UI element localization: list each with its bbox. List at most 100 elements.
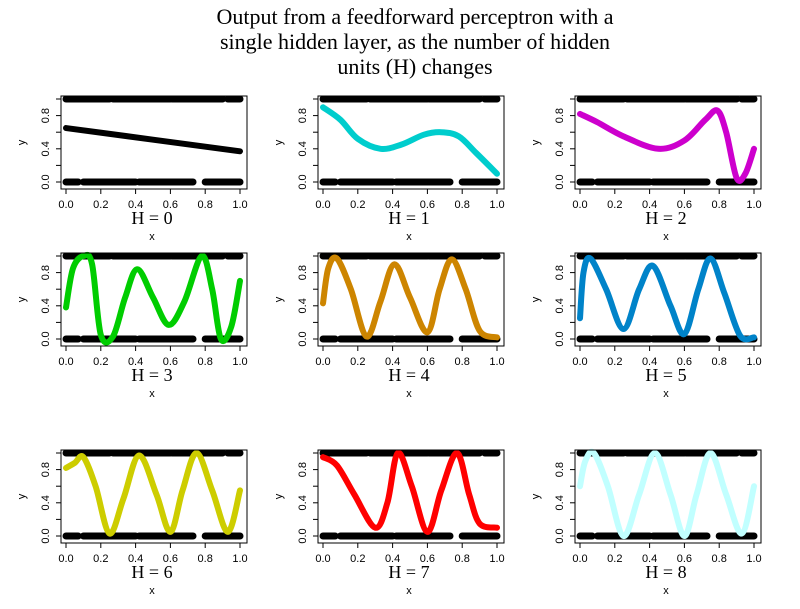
x-tick-label: 0.8 <box>198 356 213 368</box>
panel-h-3: 0.0 0.2 0.4 0.6 0.8 1.0 0.0 0.4 0.8 y H = 3 x <box>16 251 248 400</box>
x-tick-label: 1.0 <box>489 356 504 368</box>
x-tick-label: 0.8 <box>198 553 213 565</box>
panel-h-0: 0.0 0.2 0.4 0.6 0.8 1.0 0.0 0.4 0.8 y H = 0 x <box>16 95 248 243</box>
plot-frame <box>574 449 762 544</box>
y-tick-label: 0.8 <box>554 265 566 280</box>
x-tick-label: 1.0 <box>489 199 504 211</box>
panel-title: H = 1 <box>388 208 429 228</box>
network-output-curve <box>63 251 243 346</box>
x-tick-label: 0.4 <box>128 553 143 565</box>
panel-title: H = 0 <box>131 208 172 228</box>
x-tick-label: 0.0 <box>572 356 587 368</box>
x-tick-label: 0.4 <box>128 199 143 211</box>
y-tick-label: 0.4 <box>40 298 52 313</box>
x-axis-label: x <box>663 231 669 243</box>
x-tick-label: 0.2 <box>607 199 622 211</box>
x-tick-label: 0.4 <box>642 356 657 368</box>
y-tick-label: 0.0 <box>297 528 309 543</box>
x-tick-label: 0.2 <box>607 356 622 368</box>
network-output-curve <box>577 254 757 343</box>
x-tick-label: 1.0 <box>746 553 761 565</box>
panel-h-2: 0.0 0.2 0.4 0.6 0.8 1.0 0.0 0.4 0.8 y H = 2 x <box>530 95 762 243</box>
y-tick-label: 0.8 <box>554 108 566 123</box>
x-tick-label: 0.8 <box>198 199 213 211</box>
x-tick-label: 0.2 <box>607 553 622 565</box>
network-output-curve <box>320 449 500 535</box>
x-tick-label: 0.6 <box>163 356 178 368</box>
y-axis-label: y <box>530 139 542 145</box>
x-tick-label: 0.8 <box>712 356 727 368</box>
y-tick-label: 0.8 <box>554 462 566 477</box>
y-tick-label: 0.4 <box>554 141 566 156</box>
x-tick-label: 1.0 <box>489 553 504 565</box>
x-tick-label: 0.6 <box>677 553 692 565</box>
x-tick-label: 0.0 <box>58 199 73 211</box>
x-tick-label: 0.0 <box>572 553 587 565</box>
y-tick-label: 0.4 <box>297 141 309 156</box>
panel-h-7: 0.0 0.2 0.4 0.6 0.8 1.0 0.0 0.4 0.8 y H = 7 x <box>273 449 505 597</box>
y-tick-label: 0.4 <box>40 495 52 510</box>
y-tick-label: 0.8 <box>40 108 52 123</box>
y-axis-label: y <box>16 296 28 302</box>
x-tick-label: 1.0 <box>232 356 247 368</box>
x-tick-label: 0.0 <box>572 199 587 211</box>
x-tick-label: 0.4 <box>642 199 657 211</box>
y-tick-label: 0.0 <box>40 331 52 346</box>
y-tick-label: 0.4 <box>40 141 52 156</box>
x-axis-label: x <box>406 231 412 243</box>
x-tick-label: 0.0 <box>58 356 73 368</box>
panel-title: H = 3 <box>131 365 172 385</box>
y-tick-label: 0.8 <box>40 265 52 280</box>
chart-title: Output from a feedforward perceptron wit… <box>0 4 800 79</box>
chart-title-line: single hidden layer, as the number of hi… <box>219 29 611 54</box>
x-tick-label: 0.0 <box>315 199 330 211</box>
panel-title: H = 7 <box>388 562 429 582</box>
plot-frame <box>60 449 248 544</box>
x-tick-label: 0.4 <box>385 553 400 565</box>
x-tick-label: 0.6 <box>420 199 435 211</box>
x-axis-label: x <box>663 585 669 597</box>
x-tick-label: 0.4 <box>642 553 657 565</box>
panel-h-8: 0.0 0.2 0.4 0.6 0.8 1.0 0.0 0.4 0.8 y H = 8 x <box>530 448 762 597</box>
y-tick-label: 0.8 <box>297 265 309 280</box>
plot-frame <box>574 252 762 347</box>
x-tick-label: 0.2 <box>350 553 365 565</box>
y-tick-label: 0.8 <box>40 462 52 477</box>
x-tick-label: 0.8 <box>455 199 470 211</box>
x-tick-label: 0.0 <box>58 553 73 565</box>
x-tick-label: 1.0 <box>232 199 247 211</box>
x-tick-label: 0.8 <box>455 553 470 565</box>
y-axis-label: y <box>530 296 542 302</box>
network-output-curve <box>577 448 757 540</box>
x-tick-label: 0.4 <box>385 199 400 211</box>
y-axis-label: y <box>273 296 285 302</box>
y-tick-label: 0.0 <box>40 528 52 543</box>
network-output-curve <box>577 107 757 184</box>
x-tick-label: 0.8 <box>455 356 470 368</box>
panel-h-5: 0.0 0.2 0.4 0.6 0.8 1.0 0.0 0.4 0.8 y H = 5 x <box>530 252 762 400</box>
panel-title: H = 5 <box>645 365 686 385</box>
y-axis-label: y <box>16 139 28 145</box>
y-axis-label: y <box>530 493 542 499</box>
y-tick-label: 0.8 <box>297 462 309 477</box>
x-tick-label: 0.2 <box>350 199 365 211</box>
y-tick-label: 0.4 <box>297 298 309 313</box>
y-tick-label: 0.0 <box>554 174 566 189</box>
x-tick-label: 0.2 <box>93 199 108 211</box>
plot-frame <box>60 95 248 190</box>
x-tick-label: 1.0 <box>232 553 247 565</box>
x-axis-label: x <box>149 231 155 243</box>
plot-frame <box>317 95 505 190</box>
y-tick-label: 0.0 <box>297 174 309 189</box>
x-tick-label: 0.4 <box>385 356 400 368</box>
x-tick-label: 0.0 <box>315 356 330 368</box>
x-tick-label: 0.2 <box>350 356 365 368</box>
x-tick-label: 0.2 <box>93 356 108 368</box>
y-tick-label: 0.0 <box>554 528 566 543</box>
network-output-curve <box>63 125 243 155</box>
x-tick-label: 0.6 <box>420 356 435 368</box>
network-output-curve <box>320 254 500 341</box>
x-axis-label: x <box>149 388 155 400</box>
x-axis-label: x <box>663 388 669 400</box>
